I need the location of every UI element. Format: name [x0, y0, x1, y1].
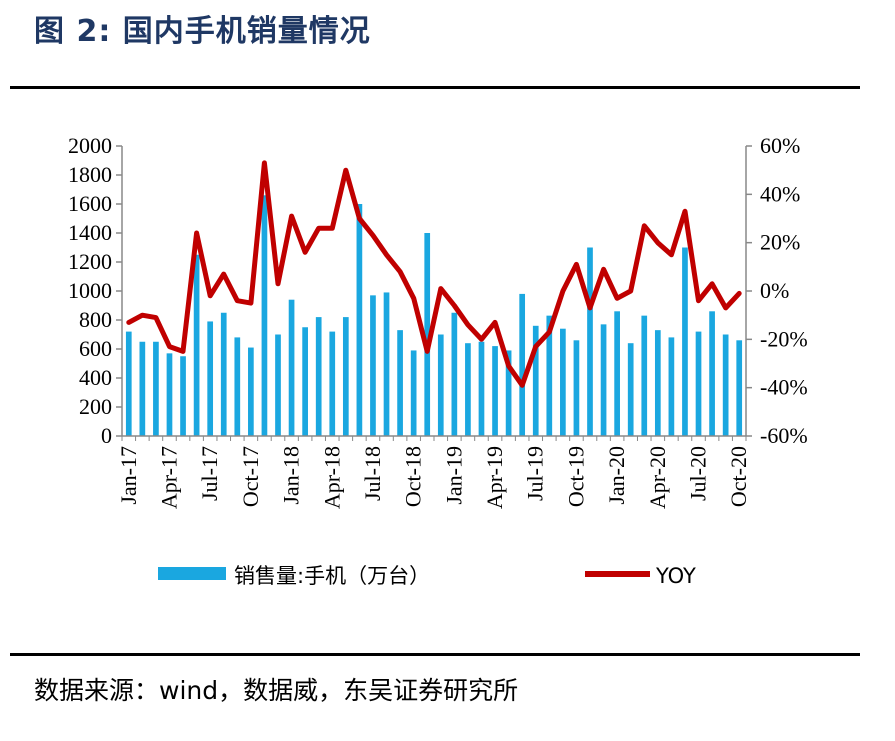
bar-2020-04: [654, 330, 661, 436]
bar-2020-06: [682, 247, 688, 436]
bar-2019-05: [505, 350, 512, 436]
bottom-rule: [10, 653, 860, 656]
yoy-line: [126, 160, 742, 388]
x-tick-label: Jul-20: [686, 446, 711, 501]
x-tick-label: Jul-18: [360, 446, 385, 501]
bar-2019-02: [465, 343, 471, 436]
bar-2020-02: [627, 343, 634, 436]
bar-2019-09: [560, 328, 566, 436]
bar-2020-05: [668, 337, 675, 436]
bar-2017-12: [275, 334, 281, 436]
right-tick-label: -60%: [760, 423, 808, 448]
bar-2017-03: [153, 341, 159, 436]
bar-2018-12: [437, 334, 444, 436]
bar-2018-10: [410, 350, 417, 436]
bar-2017-02: [139, 341, 146, 436]
bar-2018-03: [315, 317, 322, 436]
bar-2017-07: [207, 321, 214, 436]
bar-2017-06: [193, 254, 200, 436]
bar-2020-01: [614, 311, 620, 436]
x-tick-label: Apr-19: [482, 446, 507, 509]
x-tick-label: Apr-17: [156, 446, 181, 509]
x-tick-label: Apr-20: [645, 446, 670, 509]
bar-2019-08: [546, 315, 553, 436]
bar-2020-08: [709, 311, 715, 436]
left-tick-label: 1400: [68, 220, 112, 245]
legend-bar-swatch: [158, 567, 226, 580]
bar-2019-04: [492, 346, 498, 436]
left-tick-label: 200: [79, 394, 112, 419]
bar-2017-11: [261, 195, 268, 436]
source-note: 数据来源：wind，数据威，东吴证券研究所: [34, 676, 519, 705]
bar-2018-02: [302, 327, 308, 436]
bar-2017-04: [166, 353, 173, 436]
bar-2018-07: [370, 295, 376, 436]
left-tick-label: 1000: [68, 278, 112, 303]
left-tick-label: 2000: [68, 133, 112, 158]
bar-2018-06: [356, 204, 363, 436]
left-tick-label: 600: [79, 336, 112, 361]
bar-2019-12: [600, 324, 607, 436]
bar-2019-10: [573, 340, 580, 436]
bar-2018-05: [342, 317, 349, 436]
left-tick-label: 0: [101, 423, 112, 448]
bar-2018-09: [397, 330, 403, 436]
left-tick-label: 800: [79, 307, 112, 332]
bar-2019-06: [519, 293, 526, 436]
bar-2017-09: [234, 337, 241, 436]
bar-2018-01: [288, 299, 295, 436]
legend-line-label: YOY: [655, 564, 696, 588]
bar-2017-08: [220, 312, 227, 436]
top-rule: [10, 86, 860, 89]
bar-2017-01: [125, 331, 132, 436]
x-tick-label: Jan-18: [279, 446, 304, 505]
x-tick-label: Jan-20: [604, 446, 629, 505]
right-tick-label: 0%: [760, 278, 789, 303]
bar-2020-09: [722, 334, 729, 436]
bar-2020-10: [736, 340, 743, 436]
right-tick-label: 60%: [760, 133, 800, 158]
bar-2019-01: [451, 312, 458, 436]
bar-2020-03: [641, 315, 648, 436]
bar-2018-04: [329, 331, 336, 436]
bar-2019-07: [532, 325, 539, 436]
x-tick-label: Apr-18: [319, 446, 344, 509]
x-tick-label: Jan-19: [441, 446, 466, 505]
right-tick-label: -20%: [760, 326, 808, 351]
right-tick-label: 40%: [760, 181, 800, 206]
x-tick-label: Oct-18: [401, 446, 426, 507]
right-tick-label: 20%: [760, 230, 800, 255]
left-tick-label: 1800: [68, 162, 112, 187]
bar-2019-03: [478, 341, 485, 436]
x-tick-label: Oct-17: [238, 446, 263, 507]
bar-2020-07: [695, 331, 702, 436]
left-tick-label: 1200: [68, 249, 112, 274]
left-tick-label: 400: [79, 365, 112, 390]
x-tick-label: Oct-20: [726, 446, 751, 507]
x-tick-label: Jul-17: [197, 446, 222, 501]
right-tick-label: -40%: [760, 375, 808, 400]
x-tick-label: Jan-17: [116, 446, 141, 505]
bar-2017-05: [180, 356, 186, 436]
figure-title: 图 2: 国内手机销量情况: [34, 14, 371, 49]
x-tick-label: Oct-19: [563, 446, 588, 507]
x-tick-label: Jul-19: [523, 446, 548, 501]
bar-2017-10: [248, 347, 254, 436]
chart: 0 200 400 600 800 1000 1200 1400 1600 1800 2000 -60…: [68, 133, 808, 588]
bar-2018-11: [424, 233, 431, 436]
bar-2018-08: [383, 292, 390, 436]
bar-2019-11: [587, 247, 593, 436]
legend-bar-label: 销售量:手机（万台）: [234, 564, 430, 588]
left-tick-label: 1600: [68, 191, 112, 216]
